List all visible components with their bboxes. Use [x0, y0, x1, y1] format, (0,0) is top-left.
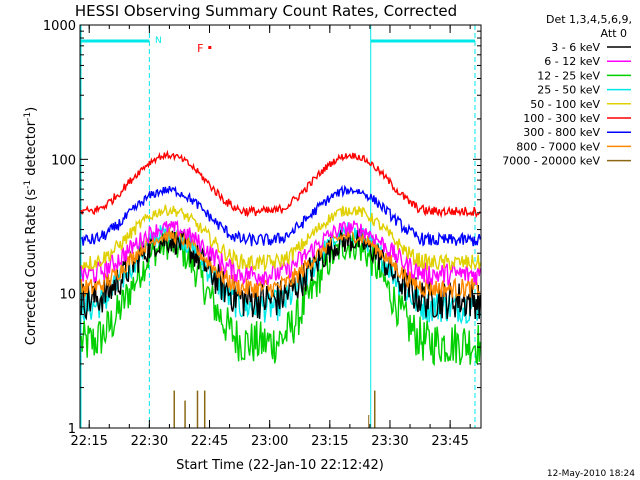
night-marker: N [155, 36, 162, 46]
y-tick-label: 100 [51, 153, 76, 168]
y-tick-label: 1000 [43, 19, 76, 34]
x-tick-label: 23:00 [251, 434, 288, 449]
x-axis: 22:15 22:30 22:45 23:00 23:15 23:30 23:45 [70, 25, 471, 449]
flare-dot [208, 46, 212, 49]
y-axis-label: Corrected Count Rate (s-1 detector-1) [23, 107, 39, 345]
flare-marker: F [197, 42, 203, 55]
legend-header-2: Att 0 [601, 27, 627, 40]
chart-title: HESSI Observing Summary Count Rates, Cor… [75, 2, 457, 20]
series-6-line [80, 184, 481, 247]
legend-label-5: 100 - 300 keV [523, 112, 600, 125]
series-4-line [80, 204, 481, 273]
x-tick-label: 22:15 [70, 434, 107, 449]
y-tick-label: 1 [68, 422, 76, 437]
y-axis-label-end: ) [24, 107, 39, 112]
legend-label-2: 12 - 25 keV [537, 69, 600, 82]
x-tick-label: 23:30 [371, 434, 408, 449]
legend-label-8: 7000 - 20000 keV [502, 155, 600, 168]
legend-label-4: 50 - 100 keV [530, 98, 600, 111]
y-tick-label: 10 [59, 288, 76, 303]
series-7-line [80, 227, 481, 299]
x-tick-label: 23:45 [431, 434, 468, 449]
x-axis-label: Start Time (22-Jan-10 22:12:42) [176, 458, 384, 473]
y-axis-label-mid: detector [24, 120, 39, 180]
plot-area: NF [80, 25, 481, 428]
legend-label-7: 800 - 7000 keV [516, 140, 600, 153]
footer-date: 12-May-2010 18:24 [547, 469, 635, 479]
legend-label-1: 6 - 12 keV [544, 55, 600, 68]
legend-label-3: 25 - 50 keV [537, 84, 600, 97]
series-2-line [80, 231, 481, 367]
y-axis: 1 10 100 1000 [43, 19, 481, 437]
plot-frame [79, 24, 482, 429]
series-0-line [80, 228, 481, 321]
y-axis-label-sup1: -1 [23, 180, 33, 189]
x-tick-label: 23:15 [311, 434, 348, 449]
x-tick-label: 22:30 [131, 434, 168, 449]
series-5-line [80, 149, 481, 219]
legend-label-0: 3 - 6 keV [551, 41, 600, 54]
y-axis-label-sup2: -1 [23, 112, 33, 121]
x-tick-label: 22:45 [191, 434, 228, 449]
legend-label-6: 300 - 800 keV [523, 126, 600, 139]
legend-header: Det 1,3,4,5,6,9, [546, 13, 632, 26]
